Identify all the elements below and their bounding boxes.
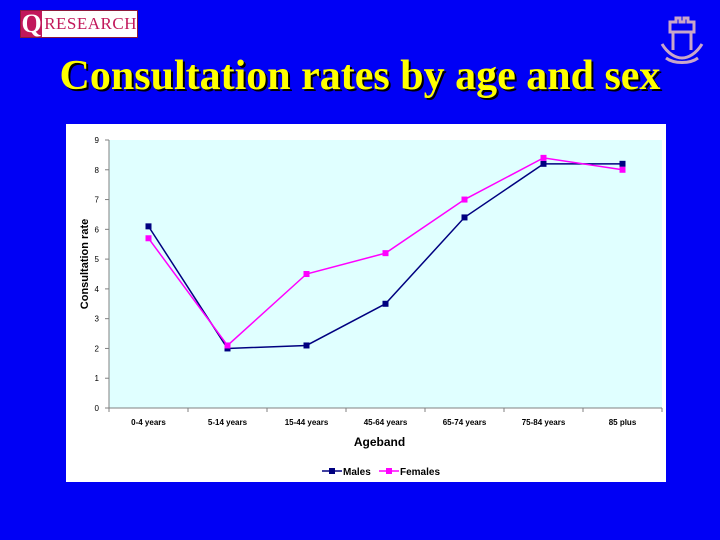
legend-label-females: Females bbox=[400, 467, 440, 478]
logo-text: RESEARCH bbox=[44, 14, 137, 33]
y-axis-label: Consultation rate bbox=[79, 219, 91, 309]
logo-q: Q bbox=[21, 9, 43, 38]
x-tick-label: 85 plus bbox=[609, 418, 637, 427]
x-tick-label: 0-4 years bbox=[131, 418, 166, 427]
y-tick-label: 4 bbox=[95, 285, 100, 294]
data-point-males bbox=[540, 160, 547, 167]
data-point-males bbox=[145, 223, 152, 230]
data-point-males bbox=[303, 342, 310, 349]
y-tick-label: 5 bbox=[95, 255, 100, 264]
data-point-females bbox=[145, 235, 152, 242]
x-tick-label: 65-74 years bbox=[443, 418, 487, 427]
y-tick-label: 3 bbox=[95, 315, 100, 324]
qresearch-logo: Q RESEARCH bbox=[20, 10, 138, 38]
data-point-males bbox=[382, 300, 389, 307]
legend-marker-females bbox=[386, 468, 392, 474]
data-point-females bbox=[303, 271, 310, 277]
data-point-females bbox=[619, 166, 626, 173]
slide-title: Consultation rates by age and sex bbox=[59, 53, 661, 99]
data-point-males bbox=[619, 160, 626, 167]
line-chart: 0 1 2 3 4 5 6 7 8 9 0-4 years 5-14 years 15-44 year… bbox=[79, 136, 663, 478]
data-point-males bbox=[461, 214, 468, 221]
data-point-females bbox=[382, 250, 389, 257]
data-point-females bbox=[224, 342, 231, 349]
x-tick-label: 15-44 years bbox=[285, 418, 329, 427]
x-tick-label: 45-64 years bbox=[364, 418, 408, 427]
y-tick-label: 1 bbox=[95, 374, 100, 383]
data-point-females bbox=[461, 196, 468, 203]
y-tick-label: 7 bbox=[95, 196, 100, 205]
x-tick-label: 75-84 years bbox=[522, 418, 566, 427]
university-crest-icon bbox=[660, 16, 704, 64]
chart-container: 0 1 2 3 4 5 6 7 8 9 0-4 years 5-14 years 15-44 year… bbox=[66, 124, 666, 482]
y-tick-label: 6 bbox=[95, 225, 100, 234]
legend: Males Females bbox=[322, 467, 440, 478]
y-tick-label: 9 bbox=[95, 136, 100, 145]
y-tick-label: 0 bbox=[95, 404, 100, 413]
y-tick-label: 8 bbox=[95, 166, 100, 175]
legend-marker-males bbox=[329, 468, 335, 474]
data-point-females bbox=[540, 154, 547, 161]
plot-area bbox=[109, 140, 662, 408]
y-tick-label: 2 bbox=[95, 344, 100, 353]
legend-label-males: Males bbox=[343, 467, 371, 478]
x-tick-label: 5-14 years bbox=[208, 418, 248, 427]
x-axis-label: Ageband bbox=[354, 435, 405, 449]
